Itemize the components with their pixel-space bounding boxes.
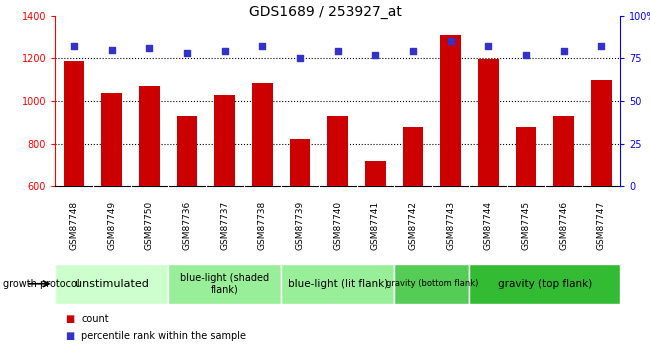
- Bar: [252, 83, 273, 186]
- Text: GSM87750: GSM87750: [145, 200, 154, 250]
- Bar: [591, 80, 612, 186]
- Text: GSM87744: GSM87744: [484, 200, 493, 250]
- Text: gravity (top flank): gravity (top flank): [498, 279, 592, 289]
- Bar: [214, 95, 235, 186]
- Bar: [402, 127, 423, 186]
- Text: blue-light (shaded
flank): blue-light (shaded flank): [180, 273, 269, 295]
- FancyBboxPatch shape: [394, 264, 469, 304]
- Text: count: count: [81, 314, 109, 324]
- FancyBboxPatch shape: [168, 264, 281, 304]
- Text: gravity (bottom flank): gravity (bottom flank): [385, 279, 478, 288]
- Text: GSM87736: GSM87736: [183, 200, 192, 250]
- FancyBboxPatch shape: [55, 264, 168, 304]
- Point: [596, 43, 606, 49]
- Text: growth protocol: growth protocol: [3, 279, 80, 289]
- Text: unstimulated: unstimulated: [75, 279, 149, 289]
- Text: ■: ■: [65, 332, 74, 341]
- Bar: [64, 61, 84, 186]
- Text: GSM87739: GSM87739: [296, 200, 304, 250]
- FancyBboxPatch shape: [469, 264, 620, 304]
- Text: GDS1689 / 253927_at: GDS1689 / 253927_at: [248, 5, 402, 19]
- FancyBboxPatch shape: [281, 264, 394, 304]
- Bar: [177, 116, 198, 186]
- Text: GSM87747: GSM87747: [597, 200, 606, 250]
- Point: [333, 49, 343, 54]
- Text: GSM87741: GSM87741: [371, 200, 380, 250]
- Text: GSM87748: GSM87748: [70, 200, 79, 250]
- Point: [144, 45, 155, 51]
- Point: [69, 43, 79, 49]
- Point: [521, 52, 531, 58]
- Point: [220, 49, 230, 54]
- Point: [370, 52, 380, 58]
- Text: GSM87742: GSM87742: [408, 200, 417, 250]
- Point: [295, 56, 306, 61]
- Bar: [478, 59, 499, 186]
- Text: GSM87738: GSM87738: [258, 200, 267, 250]
- Text: blue-light (lit flank): blue-light (lit flank): [287, 279, 388, 289]
- Point: [107, 47, 117, 52]
- Text: GSM87745: GSM87745: [521, 200, 530, 250]
- Text: GSM87737: GSM87737: [220, 200, 229, 250]
- Bar: [515, 127, 536, 186]
- Bar: [290, 139, 310, 186]
- Text: GSM87749: GSM87749: [107, 200, 116, 250]
- Point: [483, 43, 493, 49]
- Point: [408, 49, 418, 54]
- Bar: [365, 161, 385, 186]
- Bar: [553, 116, 574, 186]
- Text: ■: ■: [65, 314, 74, 324]
- Point: [257, 43, 268, 49]
- Point: [182, 50, 192, 56]
- Bar: [139, 86, 160, 186]
- Point: [445, 38, 456, 44]
- Text: GSM87743: GSM87743: [446, 200, 455, 250]
- Bar: [328, 116, 348, 186]
- Bar: [101, 93, 122, 186]
- Text: GSM87746: GSM87746: [559, 200, 568, 250]
- Text: percentile rank within the sample: percentile rank within the sample: [81, 332, 246, 341]
- Text: GSM87740: GSM87740: [333, 200, 342, 250]
- Bar: [440, 35, 461, 186]
- Point: [558, 49, 569, 54]
